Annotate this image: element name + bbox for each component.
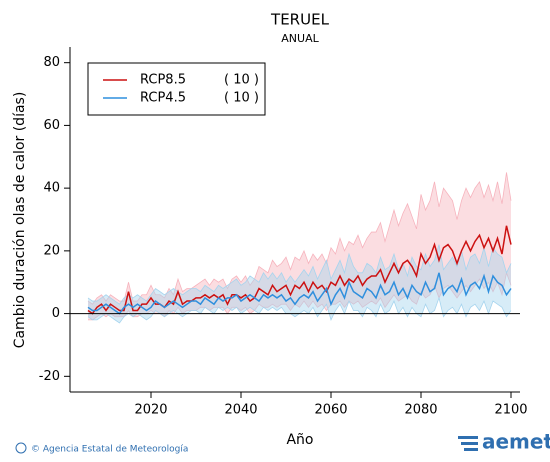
y-tick-label: 80 bbox=[43, 55, 60, 70]
legend-label: RCP8.5 bbox=[140, 73, 186, 88]
chart-title: TERUEL bbox=[270, 11, 330, 29]
range-edge bbox=[87, 172, 512, 305]
x-axis-label: Año bbox=[286, 432, 313, 448]
series-line bbox=[87, 225, 512, 315]
logo-mark bbox=[458, 436, 478, 451]
series-line bbox=[87, 272, 512, 315]
y-tick-label: 60 bbox=[43, 118, 60, 133]
legend-count: ( 10 ) bbox=[224, 91, 259, 106]
legend-count: ( 10 ) bbox=[224, 73, 259, 88]
y-tick-label: 40 bbox=[43, 181, 60, 196]
legend-box bbox=[87, 62, 266, 116]
y-tick-label: 0 bbox=[52, 306, 60, 321]
y-axis-label: Cambio duración olas de calor (días) bbox=[12, 92, 28, 349]
range-edge bbox=[87, 244, 512, 305]
y-tick-label: -20 bbox=[39, 369, 60, 384]
x-tick-label: 2040 bbox=[224, 403, 257, 418]
credit-icon bbox=[15, 442, 27, 454]
x-tick-label: 2080 bbox=[404, 403, 437, 418]
legend-label: RCP4.5 bbox=[140, 91, 186, 106]
credit: © Agencia Estatal de Meteorología bbox=[31, 445, 188, 455]
y-tick-label: 20 bbox=[43, 243, 60, 258]
x-tick-label: 2100 bbox=[494, 403, 527, 418]
chart-subtitle: ANUAL bbox=[281, 32, 319, 45]
x-tick-label: 2060 bbox=[314, 403, 347, 418]
x-tick-label: 2020 bbox=[134, 403, 167, 418]
logo: aemet bbox=[482, 430, 550, 454]
range-band bbox=[88, 244, 511, 323]
